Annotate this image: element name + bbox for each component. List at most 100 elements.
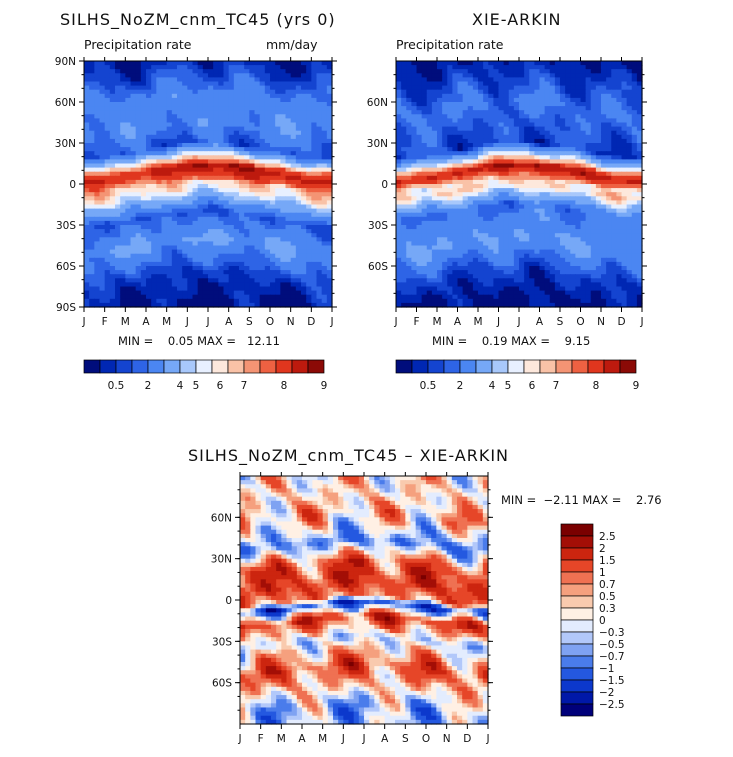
heatmap-cell: [606, 81, 612, 87]
heatmap-cell: [478, 93, 484, 99]
heatmap-cell: [452, 155, 459, 160]
heatmap-cell: [301, 294, 307, 300]
heatmap-cell: [406, 200, 412, 206]
heatmap-cell: [254, 155, 261, 160]
heatmap-cell: [411, 118, 418, 124]
heatmap-cell: [130, 257, 137, 263]
heatmap-cell: [483, 204, 489, 210]
heatmap-cell: [290, 69, 297, 74]
heatmap-cell: [120, 143, 126, 148]
heatmap-cell: [565, 65, 571, 70]
heatmap-cell: [549, 196, 556, 201]
heatmap-cell: [416, 102, 423, 107]
heatmap-cell: [442, 143, 448, 148]
heatmap-cell: [171, 188, 178, 193]
heatmap-cell: [626, 175, 633, 181]
heatmap-cell: [140, 93, 147, 99]
heatmap-cell: [151, 286, 157, 292]
heatmap-cell: [570, 93, 576, 99]
heatmap-cell: [213, 85, 219, 91]
heatmap-cell: [218, 110, 225, 115]
heatmap-cell: [570, 114, 576, 119]
heatmap-cell: [462, 110, 469, 115]
heatmap-cell: [244, 102, 250, 107]
heatmap-cell: [524, 175, 530, 181]
heatmap-cell: [275, 122, 281, 128]
heatmap-cell: [626, 122, 633, 128]
heatmap-cell: [306, 229, 312, 234]
heatmap-cell: [426, 122, 433, 128]
heatmap-cell: [275, 102, 281, 107]
heatmap-cell: [244, 204, 250, 210]
heatmap-cell: [202, 65, 209, 70]
heatmap-cell: [197, 237, 204, 242]
heatmap-cell: [187, 159, 194, 165]
heatmap-cell: [311, 245, 318, 251]
heatmap-cell: [192, 274, 199, 279]
heatmap-cell: [493, 114, 500, 119]
heatmap-cell: [223, 200, 230, 206]
heatmap-cell: [130, 81, 137, 87]
heatmap-cell: [570, 61, 576, 66]
heatmap-cell: [161, 163, 168, 169]
heatmap-cell: [447, 184, 453, 189]
heatmap-cell: [503, 225, 510, 230]
heatmap-cell: [115, 253, 121, 259]
heatmap-cell: [534, 61, 541, 66]
heatmap-cell: [244, 233, 250, 238]
heatmap-cell: [488, 212, 494, 218]
heatmap-cell: [166, 171, 173, 177]
heatmap-cell: [472, 204, 479, 210]
heatmap-cell: [244, 81, 250, 87]
heatmap-cell: [239, 130, 245, 136]
heatmap-cell: [208, 184, 214, 189]
heatmap-cell: [626, 179, 633, 185]
heatmap-cell: [554, 122, 561, 128]
heatmap-cell: [406, 163, 412, 169]
heatmap-cell: [301, 171, 307, 177]
heatmap-cell: [171, 216, 178, 222]
heatmap-cell: [534, 163, 541, 169]
heatmap-cell: [306, 196, 312, 201]
heatmap-cell: [264, 93, 271, 99]
heatmap-cell: [503, 188, 510, 193]
heatmap-cell: [177, 138, 183, 144]
heatmap-cell: [498, 85, 505, 91]
heatmap-cell: [223, 61, 230, 66]
heatmap-cell: [595, 102, 602, 107]
heatmap-cell: [140, 184, 147, 189]
heatmap-cell: [539, 159, 546, 165]
heatmap-cell: [130, 163, 137, 169]
heatmap-cell: [84, 171, 90, 177]
obs-title: XIE-ARKIN: [472, 10, 562, 29]
heatmap-cell: [146, 184, 152, 189]
heatmap-cell: [239, 204, 245, 210]
heatmap-cell: [311, 134, 318, 140]
heatmap-cell: [146, 282, 152, 288]
heatmap-cell: [187, 286, 194, 292]
heatmap-cell: [524, 138, 530, 144]
heatmap-cell: [259, 192, 266, 197]
heatmap-cell: [89, 237, 95, 242]
heatmap-cell: [171, 270, 178, 275]
heatmap-cell: [249, 200, 256, 206]
heatmap-cell: [554, 208, 561, 214]
heatmap-cell: [534, 106, 541, 111]
heatmap-cell: [197, 155, 204, 160]
heatmap-cell: [601, 69, 607, 74]
heatmap-cell: [549, 175, 556, 181]
heatmap-cell: [228, 77, 235, 83]
heatmap-cell: [254, 77, 261, 83]
heatmap-cell: [239, 184, 245, 189]
heatmap-cell: [120, 73, 126, 78]
heatmap-cell: [626, 93, 633, 99]
heatmap-cell: [208, 114, 214, 119]
heatmap-cell: [585, 192, 592, 197]
heatmap-cell: [326, 130, 333, 136]
heatmap-cell: [84, 97, 90, 103]
heatmap-cell: [301, 118, 307, 124]
heatmap-cell: [94, 212, 101, 218]
heatmap-cell: [109, 163, 116, 169]
heatmap-cell: [244, 290, 250, 296]
heatmap-cell: [565, 89, 571, 95]
